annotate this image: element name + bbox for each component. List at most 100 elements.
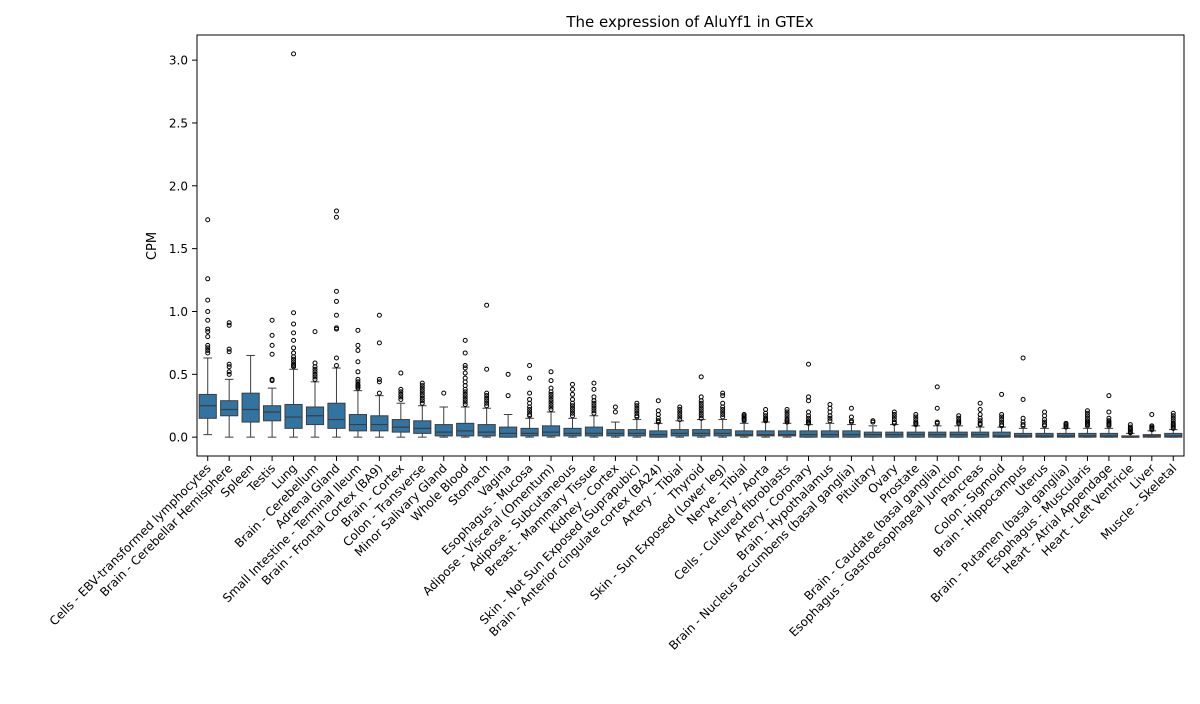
box-iqr: [670, 429, 689, 437]
outlier-point: [827, 418, 833, 424]
outlier-point: [291, 321, 297, 327]
outlier-point: [333, 214, 339, 220]
box-group: [305, 329, 325, 438]
outlier-point: [1149, 412, 1155, 418]
outlier-point: [484, 366, 490, 372]
box-group: [1099, 393, 1118, 438]
outlier-point: [462, 401, 468, 407]
box-iqr: [413, 420, 432, 434]
outlier-point: [1020, 355, 1026, 361]
y-tick-label: 1.5: [169, 242, 188, 256]
outlier-point: [269, 317, 275, 323]
outlier-point: [548, 391, 554, 397]
outlier-point: [698, 410, 704, 416]
box-iqr: [1099, 432, 1118, 438]
outlier-point: [784, 412, 790, 418]
box-group: [477, 302, 496, 438]
outlier-point: [205, 350, 211, 356]
outlier-point: [827, 415, 833, 421]
outlier-point: [977, 415, 983, 421]
outlier-point: [569, 410, 575, 416]
outlier-point: [484, 395, 490, 401]
box-group: [348, 327, 368, 438]
outlier-point: [333, 326, 339, 332]
y-axis: 0.0 0.5 1.0 1.5 2.0 2.5 3.0: [169, 54, 197, 445]
box-group: [1035, 409, 1054, 438]
outlier-point: [698, 408, 704, 414]
outlier-point: [977, 400, 983, 406]
outlier-point: [612, 404, 618, 410]
plot-frame: [196, 34, 1185, 457]
outlier-point: [312, 369, 318, 375]
outlier-point: [291, 345, 297, 351]
box-group: [692, 374, 711, 438]
outlier-point: [484, 398, 490, 404]
box-group: [434, 390, 453, 438]
outlier-point: [548, 399, 554, 405]
plot-area: [198, 51, 1183, 438]
outlier-point: [569, 391, 575, 397]
box-group: [992, 391, 1011, 438]
box-iqr: [241, 392, 260, 423]
outlier-point: [462, 389, 468, 395]
outlier-point: [634, 400, 640, 406]
box-iqr: [327, 402, 346, 429]
outlier-point: [527, 407, 533, 413]
outlier-point: [591, 408, 597, 414]
outlier-point: [269, 332, 275, 338]
box-iqr: [799, 430, 818, 438]
outlier-point: [1042, 423, 1048, 429]
box-group: [928, 384, 947, 438]
outlier-point: [720, 414, 726, 420]
outlier-point: [419, 400, 425, 406]
outlier-point: [720, 404, 726, 410]
outlier-point: [355, 327, 361, 333]
outlier-point: [999, 417, 1005, 423]
outlier-point: [1170, 410, 1176, 416]
outlier-point: [698, 415, 704, 421]
outlier-point: [763, 410, 769, 416]
box-group: [1078, 408, 1097, 438]
outlier-point: [548, 389, 554, 395]
outlier-point: [419, 398, 425, 404]
outlier-point: [977, 422, 983, 428]
outlier-point: [419, 383, 425, 389]
outlier-point: [677, 404, 683, 410]
outlier-point: [226, 320, 232, 326]
outlier-point: [226, 349, 232, 355]
box-group: [820, 401, 840, 438]
outlier-point: [376, 379, 382, 385]
box-iqr: [777, 430, 797, 437]
outlier-point: [763, 418, 769, 424]
outlier-point: [355, 369, 361, 375]
outlier-point: [269, 378, 275, 384]
box-group: [1121, 422, 1140, 438]
outlier-point: [913, 422, 919, 428]
outlier-point: [548, 394, 554, 400]
outlier-point: [720, 407, 726, 413]
outlier-point: [462, 363, 468, 369]
outlier-point: [569, 381, 575, 387]
outlier-point: [1042, 417, 1048, 423]
outlier-point: [1020, 396, 1026, 402]
box-group: [391, 370, 410, 438]
outlier-point: [205, 326, 211, 332]
outlier-point: [205, 347, 211, 353]
outlier-point: [462, 391, 468, 397]
outlier-point: [205, 334, 211, 340]
outlier-point: [419, 380, 425, 386]
outlier-point: [677, 412, 683, 418]
outlier-point: [484, 390, 490, 396]
outlier-point: [977, 407, 983, 413]
outlier-point: [527, 363, 533, 369]
outlier-point: [355, 342, 361, 348]
box-group: [220, 320, 239, 438]
outlier-point: [784, 409, 790, 415]
box-group: [756, 407, 775, 438]
outlier-point: [569, 405, 575, 411]
x-tick-label: Brain - Cerebellar Hemisphere: [97, 461, 235, 599]
outlier-point: [333, 298, 339, 304]
outlier-point: [784, 419, 790, 425]
outlier-point: [462, 337, 468, 343]
